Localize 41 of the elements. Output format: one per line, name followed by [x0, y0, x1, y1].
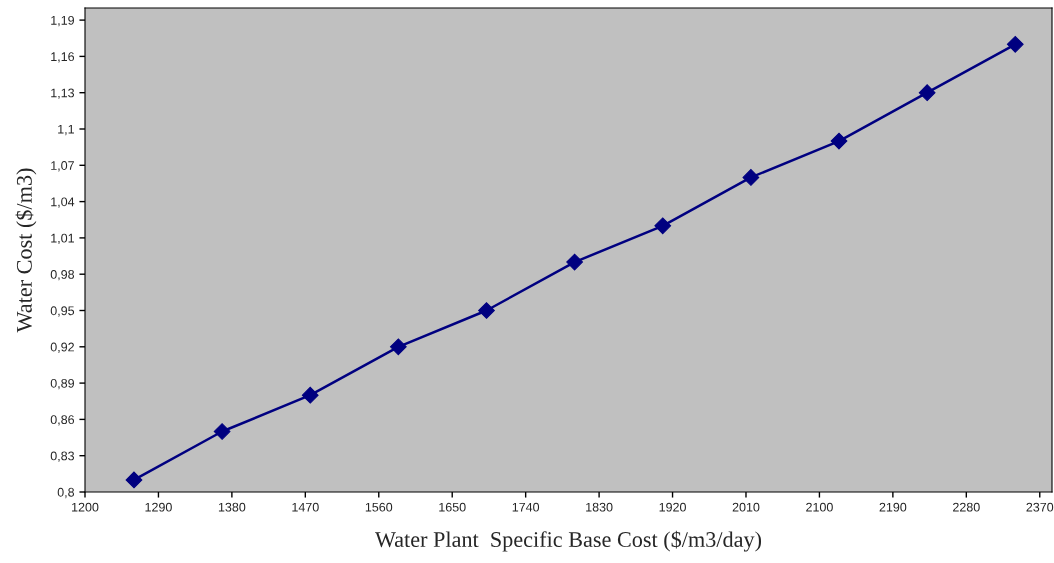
point — [654, 217, 672, 235]
x-tick-label: 2100 — [806, 502, 833, 512]
x-tick-label: 2010 — [732, 502, 760, 512]
y-axis-title: Water Cost ($/m3) — [15, 168, 37, 333]
x-tick-label: 1560 — [365, 502, 393, 512]
y-tick-label: 1,16 — [51, 52, 75, 63]
x-tick-label: 1380 — [218, 502, 246, 512]
y-tick-label: 0,89 — [50, 378, 74, 390]
point — [566, 253, 583, 271]
x-tick-label: 2280 — [953, 502, 980, 512]
point — [1006, 35, 1024, 53]
x-axis-title: Water Plant Specific Base Cost ($/m3/day) — [375, 530, 762, 552]
y-tick-label: 1,13 — [51, 88, 75, 99]
x-tick-label: 2190 — [879, 502, 907, 512]
y-tick-label: 0,86 — [50, 415, 75, 426]
x-tick-label: 1200 — [72, 502, 99, 512]
point — [742, 169, 760, 186]
point — [301, 386, 319, 404]
x-tick-label: 1470 — [292, 502, 319, 512]
y-tick-label: 1,04 — [51, 197, 75, 208]
y-tick-label: 1,01 — [51, 233, 74, 245]
y-tick-label: 1,19 — [51, 15, 74, 27]
y-tick-label: 0,92 — [50, 342, 74, 353]
point — [830, 132, 848, 150]
x-tick-label: 2370 — [1026, 502, 1054, 512]
y-tick-label: 0,8 — [57, 487, 75, 499]
y-tick-label: 1,1 — [58, 124, 74, 136]
x-tick-label: 1920 — [659, 502, 686, 512]
point — [918, 84, 936, 102]
x-tick-label: 1290 — [145, 502, 172, 512]
y-tick-label: 0,95 — [50, 306, 75, 317]
point — [478, 302, 495, 319]
point — [213, 423, 231, 440]
y-tick-label: 1,07 — [51, 161, 74, 172]
x-tick-label: 1650 — [439, 502, 466, 512]
x-tick-label: 1740 — [512, 502, 540, 512]
point — [389, 338, 407, 356]
y-tick-label: 0,98 — [50, 270, 75, 281]
x-tick-label: 1830 — [586, 502, 613, 512]
point — [125, 471, 143, 489]
y-tick-label: 0,83 — [50, 451, 75, 462]
